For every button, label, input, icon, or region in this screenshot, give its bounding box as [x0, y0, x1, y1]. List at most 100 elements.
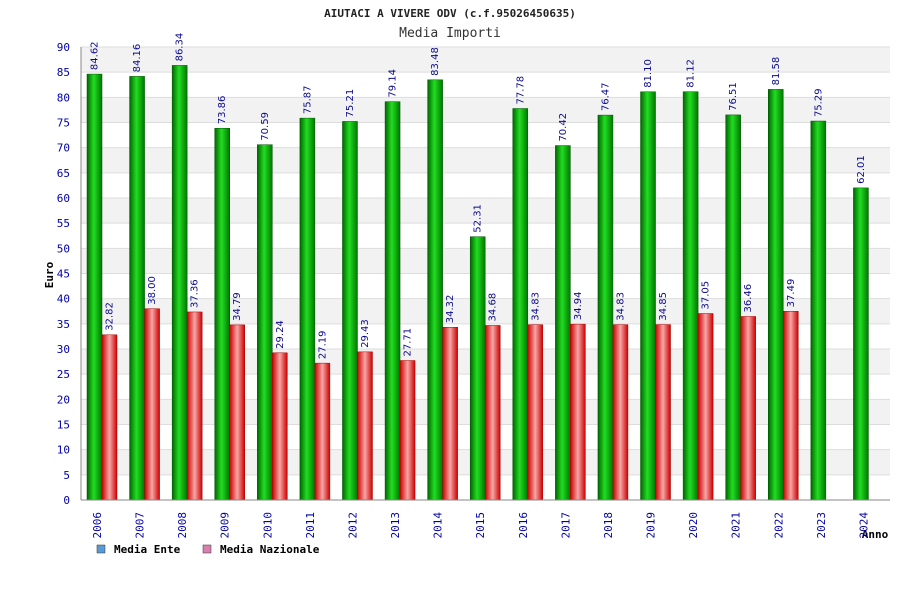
legend: Media Ente Media Nazionale [96, 543, 320, 556]
bar-media-ente [299, 117, 316, 501]
bar-media-nazionale [484, 325, 501, 501]
y-tick-label: 55 [57, 217, 70, 230]
x-tick-label: 2016 [517, 512, 530, 539]
bar-media-nazionale [144, 308, 160, 501]
bar-media-ente [725, 114, 741, 501]
y-tick-label: 45 [57, 268, 70, 281]
x-tick-label: 2009 [219, 512, 232, 539]
x-tick-label: 2014 [432, 512, 445, 539]
x-tick-label: 2024 [857, 512, 870, 539]
data-label: 38.00 [147, 276, 158, 305]
bar-media-ente [86, 73, 103, 501]
data-label: 75.21 [345, 89, 356, 118]
y-tick-label: 15 [57, 419, 70, 432]
bars [86, 65, 869, 501]
data-label: 27.19 [317, 331, 328, 360]
x-tick-label: 2008 [176, 512, 189, 539]
bar-media-ente [853, 187, 869, 501]
y-tick-label: 30 [57, 343, 70, 356]
x-tick-label: 2021 [730, 512, 743, 539]
x-tick-label: 2020 [687, 512, 700, 539]
bar-media-ente [342, 121, 358, 501]
y-tick-label: 65 [57, 167, 70, 180]
data-label: 37.49 [786, 279, 797, 308]
bar-media-nazionale [399, 360, 416, 501]
data-label: 75.29 [813, 88, 824, 117]
bar-media-ente [427, 79, 443, 501]
y-tick-label: 5 [63, 469, 70, 482]
x-tick-label: 2007 [134, 512, 147, 539]
data-label: 81.12 [686, 59, 697, 88]
data-label: 32.82 [105, 302, 116, 331]
legend-label-media-nazionale: Media Nazionale [220, 543, 320, 556]
x-tick-label: 2019 [645, 512, 658, 539]
x-tick-label: 2023 [815, 512, 828, 539]
y-tick-label: 20 [57, 393, 70, 406]
chart-title: AIUTACI A VIVERE ODV (c.f.95026450635) [324, 7, 576, 20]
y-tick-label: 80 [57, 91, 70, 104]
bar-media-ente [257, 144, 273, 501]
data-label: 76.51 [728, 82, 739, 111]
grid-band [81, 47, 890, 73]
data-label: 34.94 [573, 291, 584, 320]
bar-media-nazionale [229, 324, 245, 501]
bar-media-nazionale [186, 311, 203, 501]
data-label: 29.24 [275, 320, 286, 349]
y-tick-label: 35 [57, 318, 70, 331]
data-label: 27.71 [403, 328, 414, 357]
data-label: 34.83 [530, 292, 541, 321]
grid-band [81, 97, 890, 123]
data-label: 34.83 [615, 292, 626, 321]
data-label: 81.10 [643, 59, 654, 88]
y-axis-label: Euro [43, 261, 56, 288]
bar-media-ente [214, 127, 230, 501]
y-tick-label: 10 [57, 444, 70, 457]
data-label: 76.47 [600, 82, 611, 111]
data-label: 84.62 [90, 41, 101, 70]
bar-media-nazionale [314, 362, 331, 501]
data-label: 81.58 [771, 57, 782, 86]
data-label: 34.32 [445, 295, 456, 324]
x-tick-label: 2018 [602, 512, 615, 539]
x-axis-label: Anno [862, 528, 889, 541]
y-axis-ticks: 0 5 10 15 20 25 30 35 40 45 50 55 60 65 70 75 80 85 90 [57, 41, 70, 507]
data-label: 73.86 [217, 96, 228, 125]
data-labels: 84.62 32.82 84.16 38.00 86.34 37.36 73.86 34.79… [90, 33, 867, 359]
bar-media-ente [640, 91, 656, 501]
y-tick-label: 75 [57, 117, 70, 130]
y-tick-label: 60 [57, 192, 70, 205]
x-tick-label: 2017 [559, 512, 572, 539]
bar-media-ente [768, 89, 784, 501]
data-label: 83.48 [430, 47, 441, 76]
bar-media-nazionale [357, 351, 373, 501]
data-label: 34.79 [232, 292, 243, 321]
data-label: 29.43 [360, 319, 371, 348]
bar-media-ente [469, 236, 486, 501]
bar-media-nazionale [655, 324, 671, 501]
data-label: 52.31 [473, 204, 484, 233]
y-tick-label: 90 [57, 41, 70, 54]
data-label: 37.36 [190, 279, 201, 308]
x-tick-label: 2010 [261, 512, 274, 539]
bar-media-nazionale [272, 352, 288, 501]
legend-label-media-ente: Media Ente [114, 543, 181, 556]
data-label: 84.16 [132, 44, 143, 73]
bar-media-ente [682, 91, 699, 501]
data-label: 70.42 [558, 113, 569, 142]
bar-media-ente [597, 114, 614, 501]
bar-media-ente [512, 108, 529, 501]
bar-media-nazionale [442, 327, 458, 501]
legend-swatch-media-nazionale [202, 544, 212, 554]
y-tick-label: 50 [57, 242, 70, 255]
legend-swatch-media-ente [96, 544, 106, 554]
x-tick-label: 2015 [474, 512, 487, 539]
x-tick-label: 2022 [772, 512, 785, 539]
y-tick-label: 0 [63, 494, 70, 507]
y-tick-label: 85 [57, 66, 70, 79]
bar-media-ente [810, 120, 827, 501]
bar-media-ente [384, 101, 401, 501]
data-label: 37.05 [701, 281, 712, 310]
bar-media-nazionale [697, 313, 714, 501]
y-tick-label: 40 [57, 293, 70, 306]
